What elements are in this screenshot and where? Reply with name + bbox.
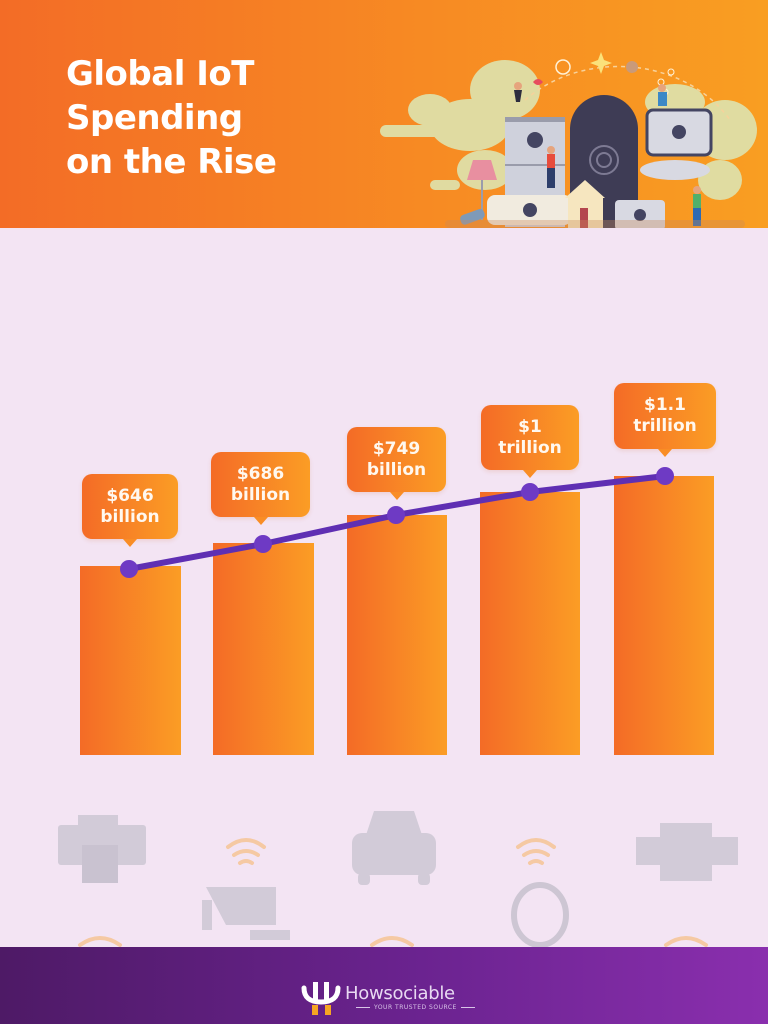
footer-bar [0,947,768,1024]
bar-1 [80,566,181,755]
value-label-1: $646 billion [82,474,178,547]
title-line-1: Global IoT [66,54,254,94]
car-icon [352,811,436,885]
brand-tagline: YOUR TRUSTED SOURCE [352,1004,479,1011]
bar-3 [347,515,447,755]
printer-icon [58,815,146,883]
background-device-icons [58,811,738,947]
title-line-3: on the Rise [66,142,277,182]
value-label-5: $1.1 trillion [614,383,716,457]
lightbulb-icon [511,882,569,947]
howsociable-logo-icon [301,982,341,1015]
wifi-icon-5 [664,936,708,947]
iot-illustration-icon [380,52,757,228]
title-line-2: Spending [66,98,243,138]
bar-4 [480,492,580,755]
bar-2 [213,543,314,755]
security-camera-icon [202,887,290,940]
brand-logo: Howsociable YOUR TRUSTED SOURCE [300,980,470,1016]
bar-5 [614,476,714,755]
wifi-icon-2 [516,838,556,865]
brand-name: Howsociable [345,983,455,1004]
wifi-icon-1 [226,838,266,865]
wifi-icon-4 [370,936,414,947]
wifi-icon-3 [78,936,122,947]
header-banner: Global IoT Spending on the Rise [0,0,768,228]
bar-chart: $646 billion $686 billion $749 billion $… [0,228,768,947]
value-label-2: $686 billion [211,452,310,525]
page-title: Global IoT Spending on the Rise [66,52,366,184]
value-label-3: $749 billion [347,427,446,500]
smartwatch-icon [636,823,738,881]
value-label-4: $1 trillion [481,405,579,478]
